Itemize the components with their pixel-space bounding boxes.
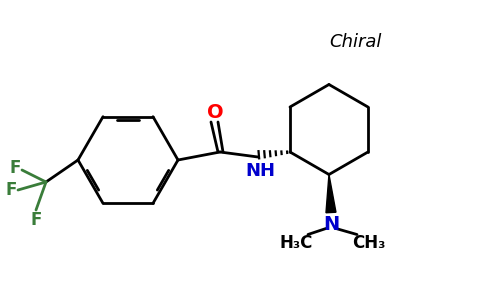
Text: N: N [323, 215, 339, 234]
Text: F: F [30, 211, 42, 229]
Text: Chiral: Chiral [329, 33, 381, 51]
Text: NH: NH [245, 162, 275, 180]
Polygon shape [326, 175, 336, 213]
Text: H₃C: H₃C [279, 233, 313, 251]
Text: F: F [9, 159, 21, 177]
Text: O: O [207, 103, 223, 122]
Text: F: F [5, 181, 16, 199]
Text: CH₃: CH₃ [352, 233, 386, 251]
